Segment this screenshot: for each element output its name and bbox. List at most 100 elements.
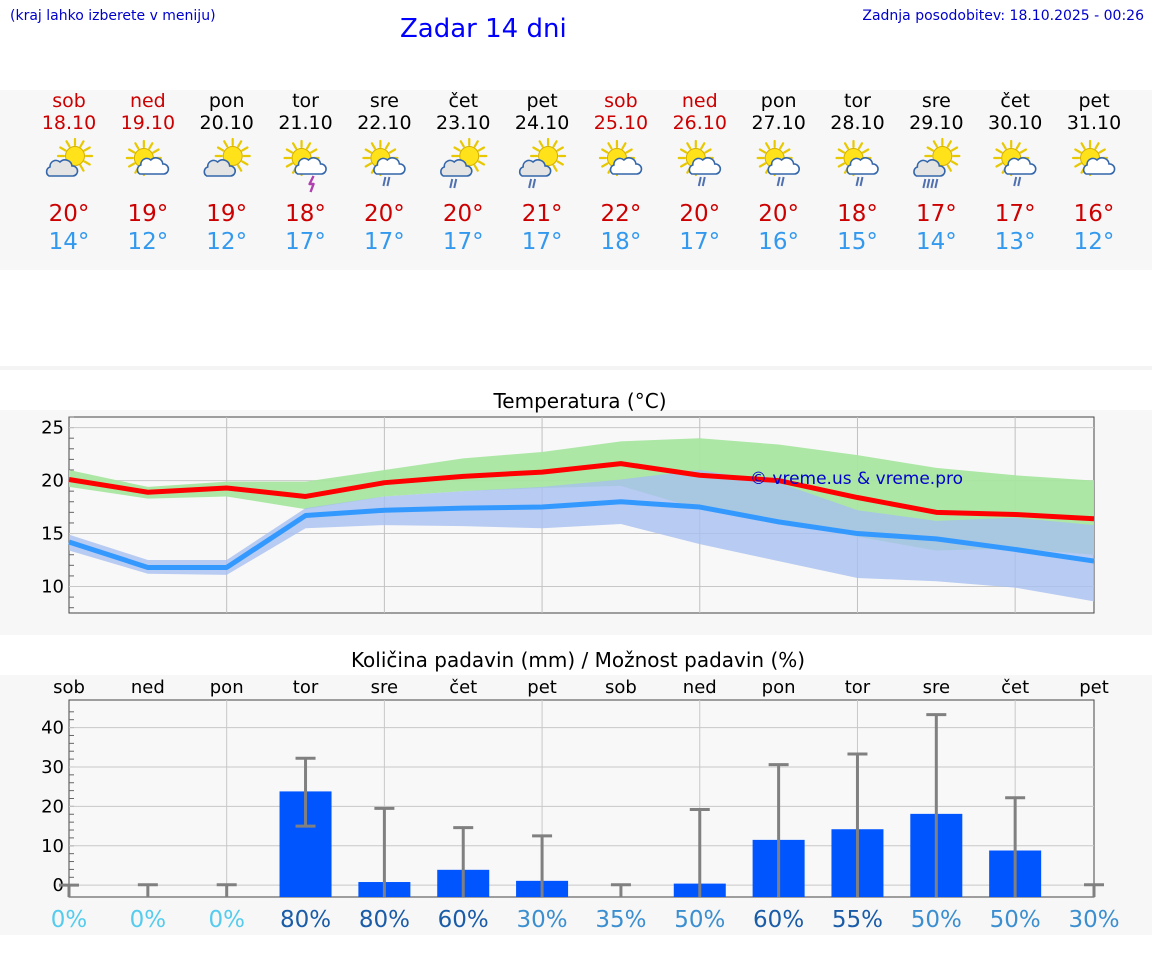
forecast-min-temp: 13°	[995, 229, 1036, 255]
forecast-min-temp: 17°	[285, 229, 326, 255]
sun-ray	[926, 146, 934, 152]
cloud-shape	[440, 159, 473, 177]
forecast-min-temp: 12°	[127, 229, 168, 255]
temperature-y-tick: 25	[41, 418, 64, 439]
sun-thunder-icon	[283, 139, 327, 193]
sun-cloud-icon	[125, 139, 170, 177]
rain-drop	[1017, 176, 1022, 187]
forecast-day-name: pon	[761, 90, 797, 112]
lightning-bolt	[308, 175, 315, 193]
cloud-sun-rain-icon	[518, 137, 567, 189]
sun-ray	[473, 164, 479, 172]
sun-ray	[1074, 162, 1082, 168]
precipitation-probability: 50%	[911, 907, 962, 933]
forecast-day-name: sob	[604, 90, 638, 112]
rain-drop	[449, 178, 454, 189]
sun-ray	[679, 162, 688, 168]
forecast-max-temp: 17°	[995, 201, 1036, 227]
precipitation-day-label: sre	[923, 677, 950, 698]
sun-ray	[152, 148, 160, 154]
forecast-max-temp: 21°	[522, 201, 563, 227]
cloud-shape	[846, 157, 879, 175]
sun-ray	[459, 140, 465, 148]
temperature-chart-title: Temperatura (°C)	[492, 389, 666, 413]
sun-ray	[704, 148, 712, 154]
sun-ray	[305, 142, 312, 150]
sun-ray	[128, 148, 136, 154]
sun-ray	[241, 146, 249, 152]
precipitation-probability: 60%	[438, 907, 489, 933]
sun-ray	[384, 142, 390, 150]
sun-ray	[370, 142, 376, 150]
forecast-date: 24.10	[515, 112, 569, 134]
forecast-day-name: čet	[448, 90, 478, 112]
forecast-strip	[0, 90, 1152, 270]
sun-ray	[477, 146, 486, 152]
cloud-shape	[609, 157, 643, 175]
forecast-day-name: sre	[922, 90, 951, 112]
sun-ray	[837, 148, 846, 154]
precipitation-probability: 0%	[208, 907, 245, 933]
sun-ray	[148, 142, 154, 150]
forecast-min-temp: 17°	[522, 229, 563, 255]
sun-ray	[1098, 148, 1106, 154]
cloud-shape	[688, 157, 722, 175]
sun-ray	[1019, 148, 1028, 154]
precipitation-y-tick: 30	[41, 757, 64, 778]
sun-cloud-icon	[1071, 139, 1116, 177]
forecast-date: 18.10	[42, 112, 96, 134]
sun-ray	[1080, 142, 1086, 150]
temperature-y-tick: 10	[41, 577, 64, 598]
rain-drop	[776, 176, 781, 187]
precipitation-day-label: pet	[1079, 677, 1109, 698]
min-temp-range-band	[69, 469, 1094, 602]
precipitation-y-tick: 10	[41, 836, 64, 857]
sun-ray	[552, 140, 558, 148]
forecast-max-temp: 18°	[837, 201, 878, 227]
forecast-max-temp: 22°	[601, 201, 642, 227]
sun-cloud-rain-icon	[362, 139, 406, 187]
sun-ray	[758, 148, 767, 154]
precipitation-chart-title: Količina padavin (mm) / Možnost padavin …	[351, 648, 805, 672]
sun-ray	[861, 148, 870, 154]
sun-ray	[857, 142, 864, 150]
sun-ray	[995, 148, 1003, 154]
sun-ray	[237, 164, 243, 172]
forecast-min-temp: 17°	[364, 229, 405, 255]
forecast-date: 25.10	[594, 112, 648, 134]
sun-ray	[837, 162, 846, 168]
cloud-sun-heavy-rain-icon	[913, 137, 961, 189]
forecast-date: 28.10	[830, 112, 884, 134]
sun-ray	[1094, 142, 1100, 150]
sun-cloud-rain-icon	[993, 139, 1037, 187]
forecast-date: 29.10	[909, 112, 963, 134]
cloud-shape	[1082, 157, 1116, 175]
precipitation-day-label: čet	[1001, 677, 1029, 698]
forecast-date: 19.10	[121, 112, 175, 134]
sun-ray	[364, 148, 372, 154]
sun-ray	[552, 164, 558, 172]
precipitation-probability: 55%	[832, 907, 883, 933]
sun-ray	[601, 162, 609, 168]
sun-ray	[134, 142, 140, 150]
sun-ray	[532, 146, 540, 152]
sun-ray	[83, 146, 91, 152]
precipitation-day-label: ned	[683, 677, 717, 698]
precipitation-day-label: tor	[845, 677, 871, 698]
forecast-max-temp: 20°	[758, 201, 799, 227]
last-updated: Zadnja posodobitev: 18.10.2025 - 00:26	[862, 8, 1144, 24]
precipitation-day-label: ned	[131, 677, 165, 698]
sun-disc	[222, 146, 243, 166]
max-temp-line	[68, 461, 1095, 522]
forecast-date: 23.10	[436, 112, 490, 134]
forecast-max-temp: 19°	[127, 201, 168, 227]
forecast-max-temp: 19°	[206, 201, 247, 227]
sun-ray	[538, 140, 544, 148]
forecast-max-temp: 20°	[443, 201, 484, 227]
forecast-min-temp: 16°	[758, 229, 799, 255]
forecast-date: 20.10	[199, 112, 253, 134]
forecast-min-temp: 17°	[679, 229, 720, 255]
sun-ray	[932, 140, 938, 148]
forecast-min-temp: 15°	[837, 229, 878, 255]
